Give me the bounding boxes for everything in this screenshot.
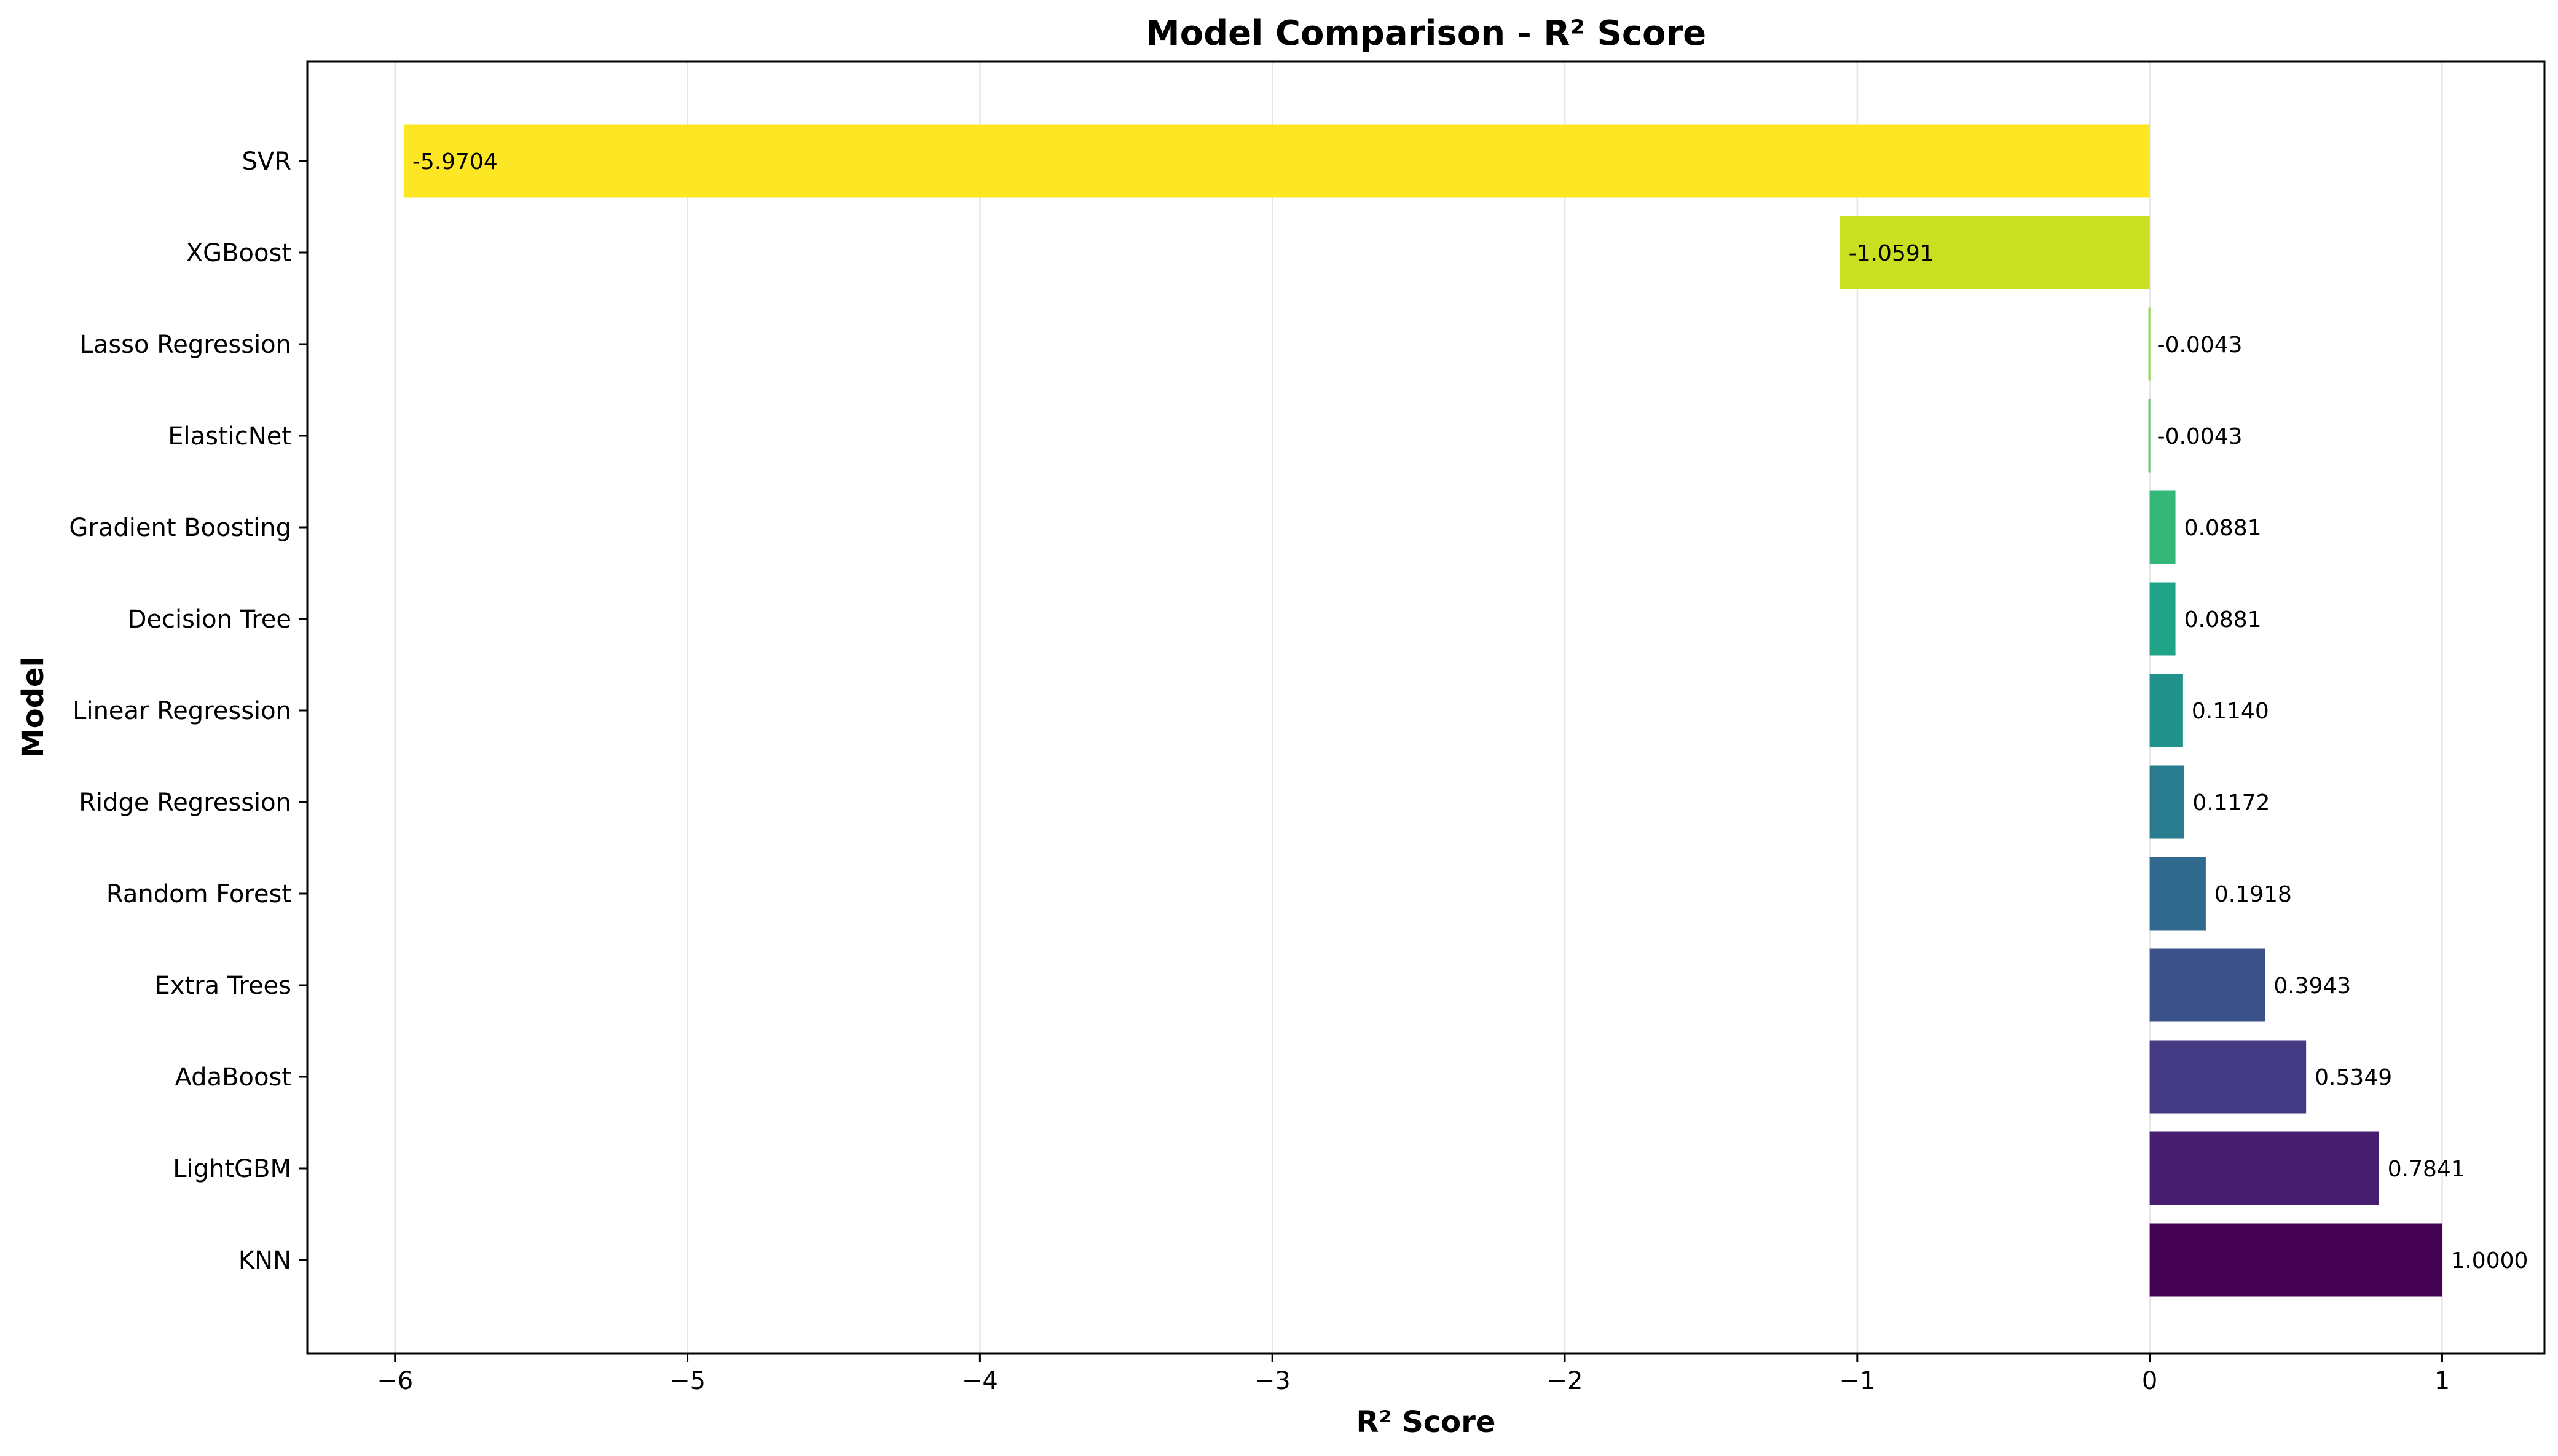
bars — [403, 124, 2442, 1297]
bar — [1840, 216, 2150, 289]
plot-frame — [306, 60, 2546, 1355]
bar — [2149, 857, 2206, 931]
bar-value-label: -1.0591 — [1849, 241, 1934, 266]
x-tick-label: −2 — [1547, 1367, 1583, 1395]
bar-value-label: 0.0881 — [2184, 607, 2262, 632]
y-tick-label: Random Forest — [106, 880, 291, 908]
y-tick-label: Ridge Regression — [79, 789, 291, 817]
bar — [2149, 1223, 2442, 1297]
bar-value-label: 1.0000 — [2450, 1248, 2528, 1273]
y-tick-label: AdaBoost — [175, 1063, 291, 1092]
bar — [403, 124, 2150, 198]
bar-value-label: -5.9704 — [412, 149, 498, 175]
bar — [2149, 765, 2184, 839]
y-axis-label: Model — [16, 657, 50, 758]
y-tick-label: ElasticNet — [168, 422, 291, 451]
x-tick-label: −6 — [377, 1367, 413, 1395]
bar — [2149, 948, 2265, 1022]
y-tick-label: XGBoost — [186, 239, 291, 267]
y-tick-label: Extra Trees — [155, 972, 291, 1000]
bar — [2149, 674, 2183, 747]
bar-value-label: 0.0881 — [2184, 516, 2262, 541]
x-tick-label: 1 — [2434, 1367, 2450, 1395]
bar-value-label: 0.7841 — [2388, 1157, 2465, 1182]
bar-value-label: 0.1172 — [2192, 790, 2270, 816]
bar — [2148, 307, 2151, 381]
bar — [2149, 582, 2176, 656]
bar-value-label: -0.0043 — [2157, 424, 2243, 449]
y-tick-label: SVR — [242, 148, 291, 176]
y-tick-label: LightGBM — [173, 1155, 291, 1183]
x-tick-label: −5 — [669, 1367, 706, 1395]
y-tick-label: Decision Tree — [128, 605, 291, 634]
bar — [2149, 490, 2176, 564]
x-axis-label: R² Score — [1356, 1405, 1496, 1439]
y-tick-label: Lasso Regression — [80, 331, 291, 359]
bar-value-label: -0.0043 — [2157, 333, 2243, 358]
bar-value-label: 0.5349 — [2315, 1065, 2392, 1090]
x-tick-label: −1 — [1839, 1367, 1875, 1395]
y-tick-label: Linear Regression — [73, 697, 291, 725]
y-tick-label: Gradient Boosting — [69, 514, 291, 542]
x-tick-label: −3 — [1254, 1367, 1291, 1395]
bar — [2148, 399, 2151, 473]
bar-value-label: 0.1140 — [2192, 699, 2269, 724]
bar — [2149, 1131, 2379, 1205]
y-axis-ticks: KNN LightGBM AdaBoost Extra Trees Random For… — [69, 148, 307, 1275]
bar — [2149, 1040, 2307, 1114]
data-labels: 1.0000 0.7841 0.5349 0.3943 0.1918 0.1172 0.11… — [412, 149, 2528, 1273]
bar-value-label: 0.1918 — [2214, 882, 2292, 907]
x-axis-ticks: −6 −5 −4 −3 −2 −1 0 1 — [377, 1353, 2450, 1395]
chart-title: Model Comparison - R² Score — [1146, 14, 1706, 53]
y-tick-label: KNN — [238, 1246, 291, 1275]
bar-value-label: 0.3943 — [2273, 974, 2351, 999]
x-tick-label: 0 — [2142, 1367, 2157, 1395]
x-tick-label: −4 — [962, 1367, 998, 1395]
